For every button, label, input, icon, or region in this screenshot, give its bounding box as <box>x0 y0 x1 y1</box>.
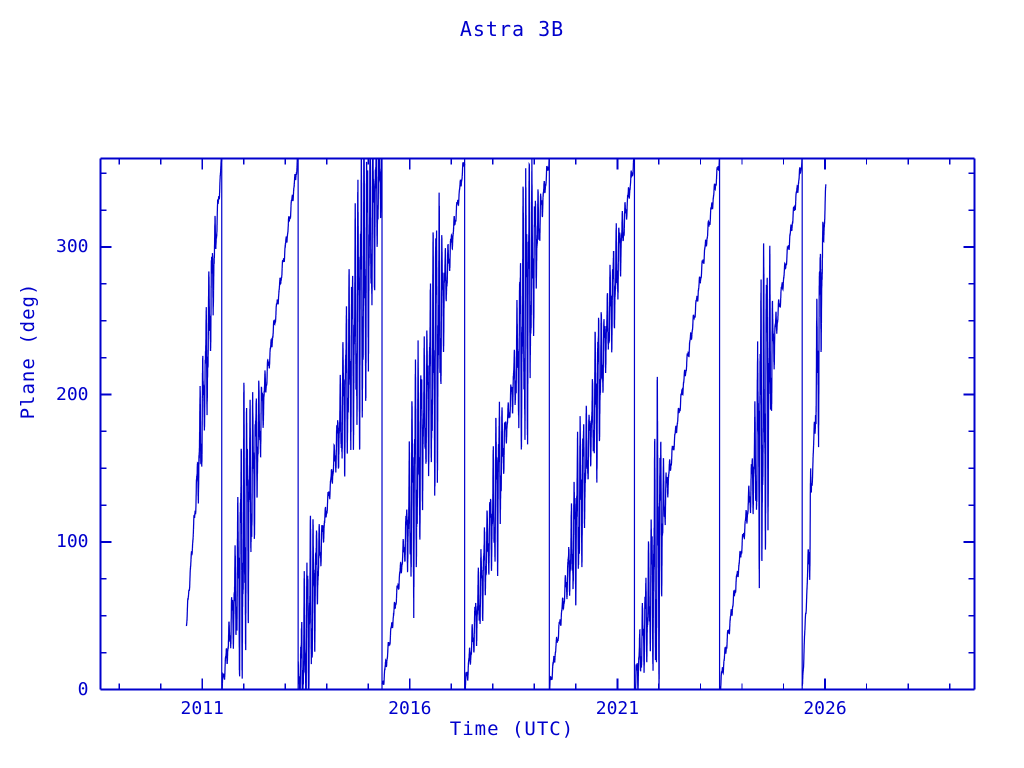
y-tick-label: 300 <box>55 236 89 257</box>
data-ramp-0 <box>185 158 223 627</box>
x-tick-label: 2026 <box>803 697 847 719</box>
data-ramp-2 <box>297 158 383 690</box>
y-tick-label: 0 <box>77 678 89 700</box>
y-tick-label: 100 <box>55 531 89 552</box>
data-ramp-5 <box>549 158 635 690</box>
x-tick-label: 2021 <box>595 697 640 719</box>
data-series-layer <box>185 158 827 690</box>
data-ramp-3 <box>381 161 466 686</box>
data-ramp-8 <box>801 184 827 687</box>
data-ramp-1 <box>221 158 299 690</box>
data-ramp-7 <box>719 158 803 690</box>
y-tick-label: 200 <box>55 383 89 405</box>
chart-title: Astra 3B <box>459 17 565 41</box>
x-axis-title: Time (UTC) <box>449 718 575 740</box>
y-axis-title: Plane (deg) <box>17 282 39 420</box>
x-tick-label: 2016 <box>388 697 432 719</box>
data-ramp-4 <box>464 158 550 690</box>
x-tick-label: 2011 <box>180 697 224 719</box>
data-ramp-6 <box>634 158 721 690</box>
axes-layer <box>99 157 976 691</box>
